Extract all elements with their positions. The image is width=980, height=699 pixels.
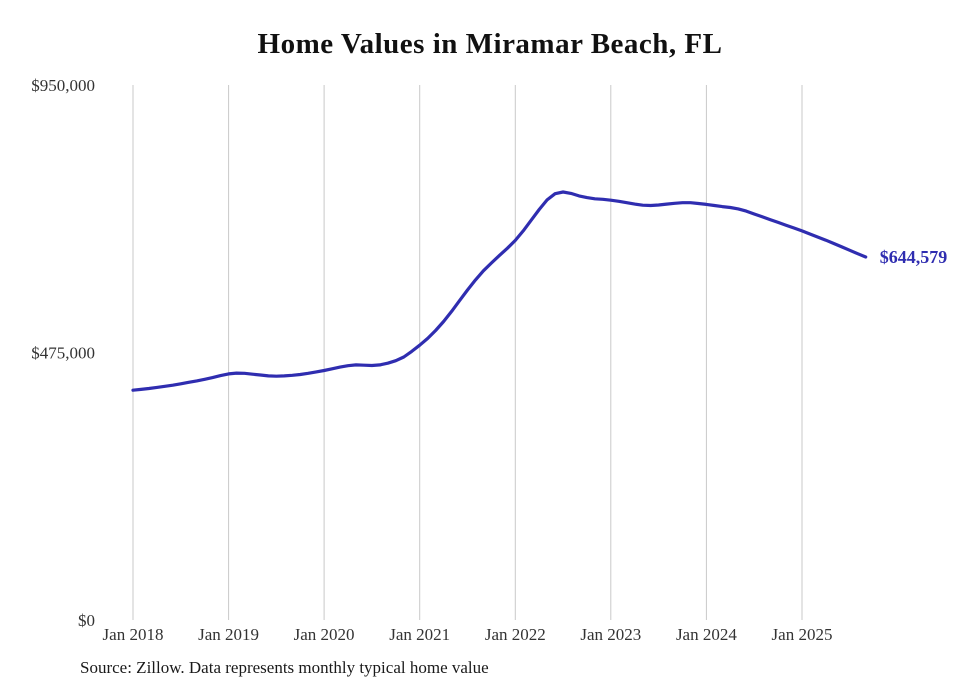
x-axis-label: Jan 2020	[294, 625, 355, 644]
x-axis-label: Jan 2024	[676, 625, 737, 644]
x-axis-label: Jan 2019	[198, 625, 259, 644]
latest-value-label: $644,579	[880, 247, 948, 267]
home-value-line	[131, 190, 868, 392]
x-axis-label: Jan 2022	[485, 625, 546, 644]
y-axis-label: $475,000	[31, 344, 95, 363]
source-note: Source: Zillow. Data represents monthly …	[80, 658, 489, 677]
x-axis-label: Jan 2025	[772, 625, 833, 644]
x-axis-label: Jan 2021	[389, 625, 450, 644]
x-axis-label: Jan 2023	[580, 625, 641, 644]
chart-title: Home Values in Miramar Beach, FL	[257, 28, 723, 60]
x-axis-label: Jan 2018	[103, 625, 164, 644]
y-axis-label: $950,000	[31, 76, 95, 95]
y-axis-label: $0	[78, 611, 95, 630]
